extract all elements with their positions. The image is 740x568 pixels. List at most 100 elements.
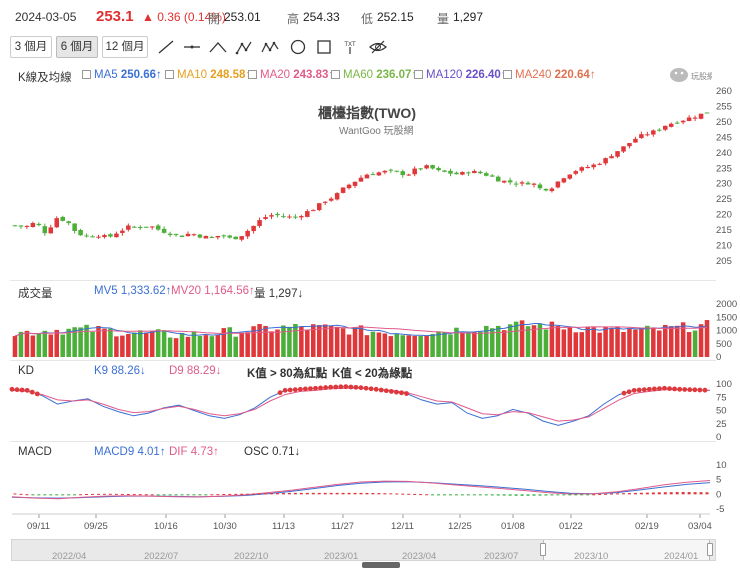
volume-bar bbox=[466, 333, 471, 357]
volume-bar bbox=[657, 330, 662, 357]
osc-bar bbox=[37, 494, 41, 496]
kd-rule-green: K值 < 20為綠點 bbox=[332, 368, 413, 380]
volume-bar bbox=[233, 336, 238, 357]
hide-icon[interactable] bbox=[368, 38, 388, 56]
candle-body bbox=[42, 226, 48, 234]
candle-body bbox=[603, 158, 608, 164]
volume-bar bbox=[215, 335, 221, 357]
ma20-legend[interactable]: MA20 243.83↑ bbox=[248, 69, 334, 81]
osc-bar bbox=[407, 493, 411, 495]
osc-bar bbox=[526, 494, 530, 496]
candle-body bbox=[585, 167, 590, 169]
osc-bar bbox=[252, 493, 256, 495]
range-6m-button[interactable]: 6 個月 bbox=[56, 36, 98, 58]
candle-body bbox=[621, 146, 626, 152]
volume-bar bbox=[275, 329, 280, 357]
high-label: 高 bbox=[287, 12, 300, 26]
kd-overbought-dot bbox=[667, 386, 672, 391]
volume-bar bbox=[203, 335, 209, 357]
open-label: 開 bbox=[208, 12, 221, 26]
kd-overbought-dot bbox=[292, 387, 298, 393]
kd-overbought-dot bbox=[631, 387, 637, 393]
candle-body bbox=[507, 180, 513, 183]
osc-bar bbox=[49, 494, 53, 496]
osc-bar bbox=[192, 494, 196, 496]
osc-bar bbox=[598, 494, 602, 496]
osc-bar bbox=[645, 492, 649, 495]
ma20-value: 243.83↑ bbox=[293, 69, 335, 81]
candle-body bbox=[299, 216, 304, 218]
price-change: ▲ 0.36 (0.14%) bbox=[142, 10, 226, 24]
wave-icon[interactable] bbox=[208, 38, 228, 56]
volume-bar bbox=[692, 330, 698, 357]
circle-icon[interactable] bbox=[288, 38, 308, 56]
scrollbar-thumb[interactable] bbox=[362, 562, 400, 568]
kd-overbought-dot bbox=[29, 389, 35, 395]
pattern-abc-icon[interactable] bbox=[234, 38, 254, 56]
text-icon[interactable]: TXT bbox=[340, 38, 360, 56]
kd-overbought-dot bbox=[313, 385, 318, 391]
range-navigator[interactable] bbox=[11, 539, 716, 561]
macd-y-tick: 5 bbox=[716, 475, 721, 486]
volume-bar bbox=[591, 327, 596, 357]
ma60-legend[interactable]: MA60 236.07↑ bbox=[331, 69, 417, 81]
volume-bar bbox=[489, 328, 495, 357]
ma120-legend[interactable]: MA120 226.40↑ bbox=[414, 69, 507, 81]
d9-line bbox=[11, 387, 711, 422]
navigator-right-handle[interactable] bbox=[707, 543, 713, 556]
volume-bar bbox=[209, 336, 215, 357]
x-axis-label: 09/25 bbox=[84, 521, 108, 532]
volume-bar bbox=[263, 325, 268, 357]
ma20-name: MA20 bbox=[260, 69, 291, 81]
candle-body bbox=[454, 172, 459, 175]
d9-legend: D9 88.29↓ bbox=[169, 365, 222, 377]
volume-bar bbox=[370, 331, 376, 357]
candle-body bbox=[448, 170, 453, 174]
range-12m-button[interactable]: 12 個月 bbox=[102, 36, 148, 58]
kd-overbought-dot bbox=[702, 387, 708, 393]
volume-bar bbox=[161, 330, 167, 357]
osc-bar bbox=[389, 493, 393, 495]
candle-body bbox=[161, 228, 167, 233]
osc-bar bbox=[562, 494, 566, 496]
volume-bar bbox=[597, 332, 602, 357]
kd-overbought-dot bbox=[626, 389, 632, 395]
navigator-label: 2022/10 bbox=[234, 551, 269, 562]
volume-bar bbox=[418, 336, 423, 357]
macd9-line bbox=[11, 481, 711, 499]
pattern-abcd-icon[interactable] bbox=[260, 38, 280, 56]
volume-bar bbox=[698, 324, 704, 357]
line-icon[interactable] bbox=[156, 38, 176, 56]
ma5-legend[interactable]: MA5 250.66↑ bbox=[82, 69, 162, 81]
navigator-left-handle[interactable] bbox=[540, 543, 546, 556]
osc-bar bbox=[180, 494, 184, 496]
volume-bar bbox=[668, 326, 674, 357]
candle-body bbox=[197, 234, 203, 238]
kd-overbought-dot bbox=[641, 387, 647, 393]
osc-bar bbox=[592, 494, 596, 496]
candle-body bbox=[543, 188, 549, 191]
osc-bar bbox=[651, 492, 655, 495]
rect-icon[interactable] bbox=[314, 38, 334, 56]
osc-bar bbox=[484, 494, 488, 496]
macd-title: MACD bbox=[18, 446, 52, 458]
volume-bar bbox=[322, 324, 328, 357]
range-3m-button[interactable]: 3 個月 bbox=[10, 36, 52, 58]
osc-bar bbox=[586, 494, 590, 496]
volume-bar bbox=[84, 324, 89, 357]
ma10-name: MA10 bbox=[177, 69, 208, 81]
ma240-legend[interactable]: MA240 220.64↑ bbox=[503, 69, 596, 81]
candle-body bbox=[54, 218, 60, 228]
volume-bar bbox=[442, 332, 447, 357]
osc-bar bbox=[460, 494, 464, 496]
k9-legend: K9 88.26↓ bbox=[94, 365, 146, 377]
ma10-legend[interactable]: MA10 248.58↑ bbox=[165, 69, 251, 81]
volume-bar bbox=[406, 335, 411, 357]
price-y-tick: 225 bbox=[716, 194, 732, 205]
candle-body bbox=[328, 198, 334, 201]
volume-y-tick: 0 bbox=[716, 352, 721, 363]
osc-bar bbox=[610, 493, 614, 495]
horizontal-line-icon[interactable] bbox=[182, 38, 202, 56]
candle-body bbox=[263, 217, 268, 219]
macd-y-tick: -5 bbox=[716, 504, 724, 515]
